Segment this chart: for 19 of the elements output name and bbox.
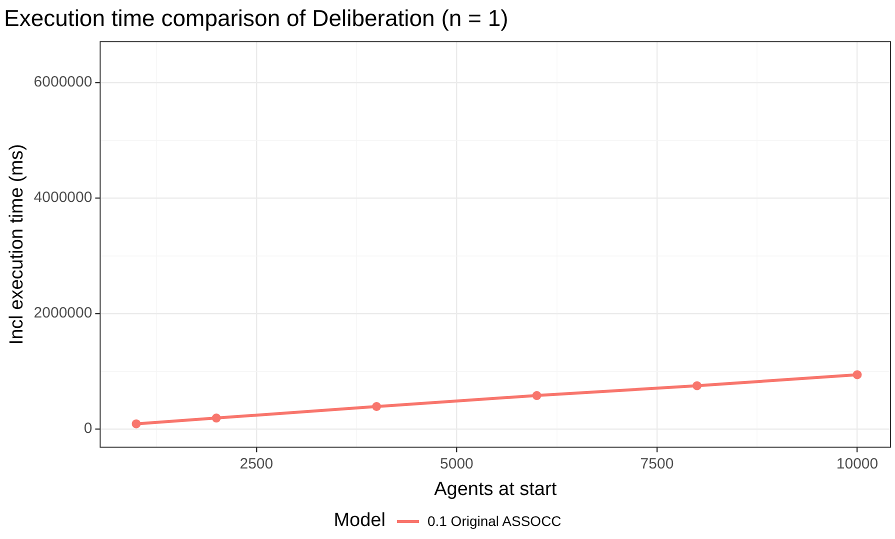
legend-label: 0.1 Original ASSOCC — [427, 513, 562, 529]
point — [372, 402, 382, 411]
point — [692, 381, 702, 390]
y-tick-label: 6000000 — [34, 74, 92, 91]
point — [212, 414, 221, 423]
point — [532, 391, 542, 400]
point — [132, 419, 141, 428]
point — [852, 370, 862, 380]
x-axis-title: Agents at start — [434, 478, 558, 500]
legend-title: Model — [334, 510, 386, 532]
y-tick-label: 4000000 — [34, 189, 92, 206]
y-tick-label: 2000000 — [34, 304, 92, 322]
x-tick-label: 10000 — [836, 455, 878, 472]
x-tick-label: 7500 — [640, 455, 674, 472]
chart-title: Execution time comparison of Deliberation (n = 1) — [4, 5, 508, 32]
y-axis-title: Incl execution time (ms) — [6, 144, 28, 345]
x-tick-label: 2500 — [240, 455, 274, 472]
x-tick-label: 5000 — [440, 455, 474, 472]
y-tick-label: 0 — [84, 420, 92, 438]
